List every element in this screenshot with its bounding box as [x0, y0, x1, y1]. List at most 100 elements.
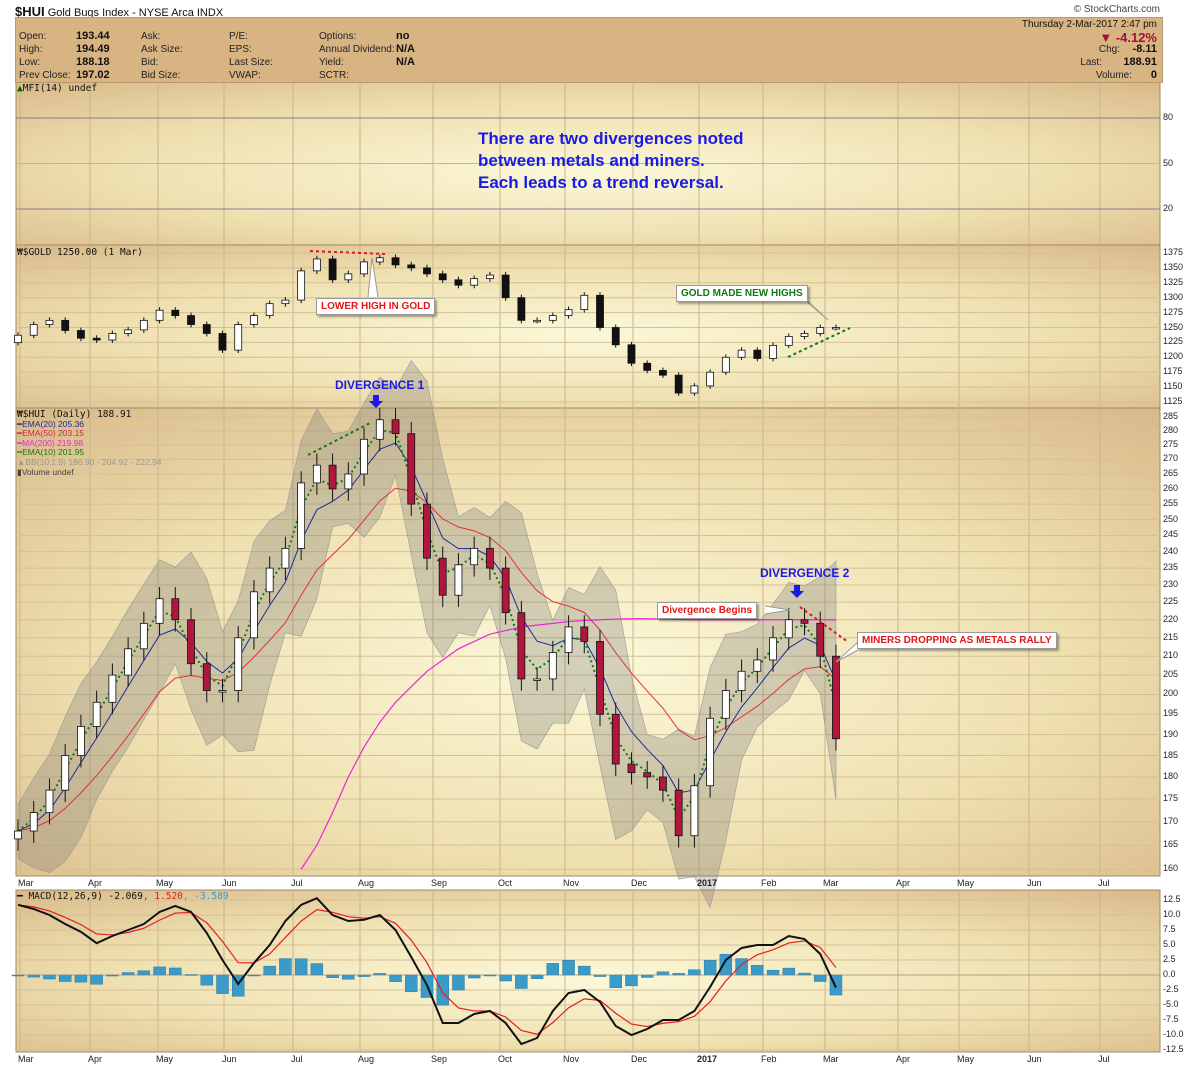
hui-tick-label: 165 — [1163, 839, 1179, 850]
down-arrow-icon — [790, 585, 804, 598]
gold-candle — [533, 319, 541, 323]
hui-candle — [14, 830, 22, 840]
gold-candle — [721, 356, 730, 373]
month-tick-label: Mar — [823, 878, 839, 888]
mfi-tick-label: 80 — [1163, 112, 1174, 122]
month-tick-label: Feb — [761, 878, 777, 888]
hui-candle — [108, 674, 117, 703]
gold-candle — [517, 297, 526, 321]
gold-legend-text: $GOLD 1250.00 (1 Mar) — [22, 247, 143, 258]
hui-candle — [769, 637, 777, 661]
month-tick-label: Sep — [431, 1054, 448, 1064]
month-tick-label: Apr — [896, 878, 911, 888]
macd-histogram-bar — [200, 974, 213, 986]
ma200-legend-text: MA(200) 219.98 — [22, 437, 84, 448]
macd-legend: ━ MACD(12,26,9) -2.069, 1.520, -3.589 — [17, 891, 229, 902]
symbol-name: Gold Bugs Index - NYSE Arca INDX — [47, 7, 224, 19]
copyright: © StockCharts.com — [1073, 4, 1160, 15]
macd-histogram-bar — [121, 972, 135, 976]
ema10-legend-text: EMA(10) 201.95 — [22, 447, 85, 458]
hui-candle — [312, 464, 321, 484]
gold-candle — [155, 309, 164, 321]
hui-tick-label: 205 — [1163, 669, 1179, 680]
gold-tick-label: 1125 — [1163, 396, 1183, 406]
change-percent: ▼ -4.12% — [1099, 30, 1157, 45]
chg-value: -8.11 — [1132, 43, 1157, 55]
hui-candle — [470, 547, 479, 566]
month-tick-label: Mar — [18, 878, 34, 888]
macd-tick-label: -12.5 — [1163, 1044, 1184, 1054]
down-arrow-icon — [369, 395, 383, 408]
gold-candle — [360, 261, 368, 275]
macd-histogram-bar — [688, 969, 701, 976]
macd-tick-label: -10.0 — [1163, 1029, 1184, 1039]
ema20-legend: ━EMA(20) 205.36 — [17, 418, 85, 429]
macd-tick-label: 12.5 — [1163, 894, 1181, 904]
quote-label: P/E: — [229, 31, 248, 42]
month-tick-label: Apr — [88, 1054, 103, 1064]
quote-label: Low: — [19, 57, 41, 68]
month-tick-label: Jul — [291, 878, 303, 888]
gold-candle — [328, 258, 337, 281]
gold-candle — [784, 336, 793, 346]
quote-value: 193.44 — [76, 30, 110, 42]
macd-hist-legend-text: , -3.589 — [182, 891, 229, 902]
mfi-tick-label: 50 — [1163, 157, 1174, 168]
macd-histogram-bar — [169, 967, 182, 976]
gold-candle — [706, 371, 715, 387]
macd-histogram-bar — [703, 960, 717, 976]
gold-candle — [171, 309, 180, 316]
hui-candle — [643, 772, 652, 778]
hui-lower-trendline — [799, 606, 849, 643]
macd-histogram-bar — [609, 974, 622, 988]
chg-label: Chg: — [1098, 44, 1120, 55]
month-tick-label: Apr — [88, 878, 103, 888]
month-tick-label: Oct — [498, 1054, 513, 1064]
miners-dropping-note: MINERS DROPPING AS METALS RALLY — [857, 632, 1057, 649]
hui-candle — [391, 419, 400, 435]
month-tick-label: Nov — [563, 1054, 580, 1064]
hui-tick-label: 225 — [1163, 596, 1179, 607]
hui-candle — [800, 619, 809, 624]
hui-tick-label: 270 — [1163, 453, 1179, 464]
macd-tick-label: 2.5 — [1163, 954, 1176, 964]
month-tick-label: Nov — [563, 878, 580, 888]
macd-histogram-bar — [326, 974, 339, 978]
quote-label: Open: — [19, 31, 47, 42]
macd-histogram-bar — [90, 974, 103, 985]
hui-candle — [139, 622, 148, 650]
hui-tick-label: 285 — [1163, 411, 1179, 421]
quote-label: Bid: — [141, 57, 159, 68]
quote-panel: Open: 193.44 High: 194.49 Low: 188.18 Prev Clo… — [15, 17, 1163, 83]
gold-tick-label: 1150 — [1163, 381, 1183, 392]
gold-candle — [344, 273, 353, 281]
hui-candle — [501, 567, 510, 614]
quote-value: 194.49 — [76, 43, 110, 55]
macd-histogram-bar — [405, 974, 418, 993]
gold-candle — [737, 349, 746, 358]
hui-candle — [202, 663, 211, 691]
hui-legend: ₩$HUI (Daily) 188.91 ━EMA(20) 205.36 ━EM… — [17, 410, 162, 477]
gold-candle — [375, 257, 384, 263]
hui-candle — [77, 726, 85, 756]
hui-candle — [721, 690, 730, 719]
macd-tick-label: -5.0 — [1163, 999, 1179, 1009]
macd-histogram-bar — [389, 974, 402, 982]
volume-value: 0 — [1150, 69, 1157, 81]
quote-label: Bid Size: — [141, 70, 181, 81]
hui-tick-label: 275 — [1163, 438, 1179, 449]
macd-histogram-bar — [279, 958, 292, 976]
callout-pointer — [367, 257, 379, 298]
macd-histogram-bar — [515, 974, 528, 989]
divergence-begins-note: Divergence Begins — [657, 602, 758, 619]
hui-tick-label: 160 — [1163, 863, 1179, 874]
ema10-legend: ╍EMA(10) 201.95 — [17, 447, 85, 458]
headline-line: Each leads to a trend reversal. — [478, 173, 724, 192]
gold-candle — [250, 315, 258, 325]
hui-candle — [92, 701, 101, 727]
mfi-legend-text: MFI(14) undef — [22, 83, 98, 94]
hui-candle — [485, 547, 494, 569]
macd-histogram-bar — [294, 958, 308, 976]
hui-tick-label: 265 — [1163, 467, 1179, 478]
month-tick-label: Jul — [291, 1054, 303, 1064]
